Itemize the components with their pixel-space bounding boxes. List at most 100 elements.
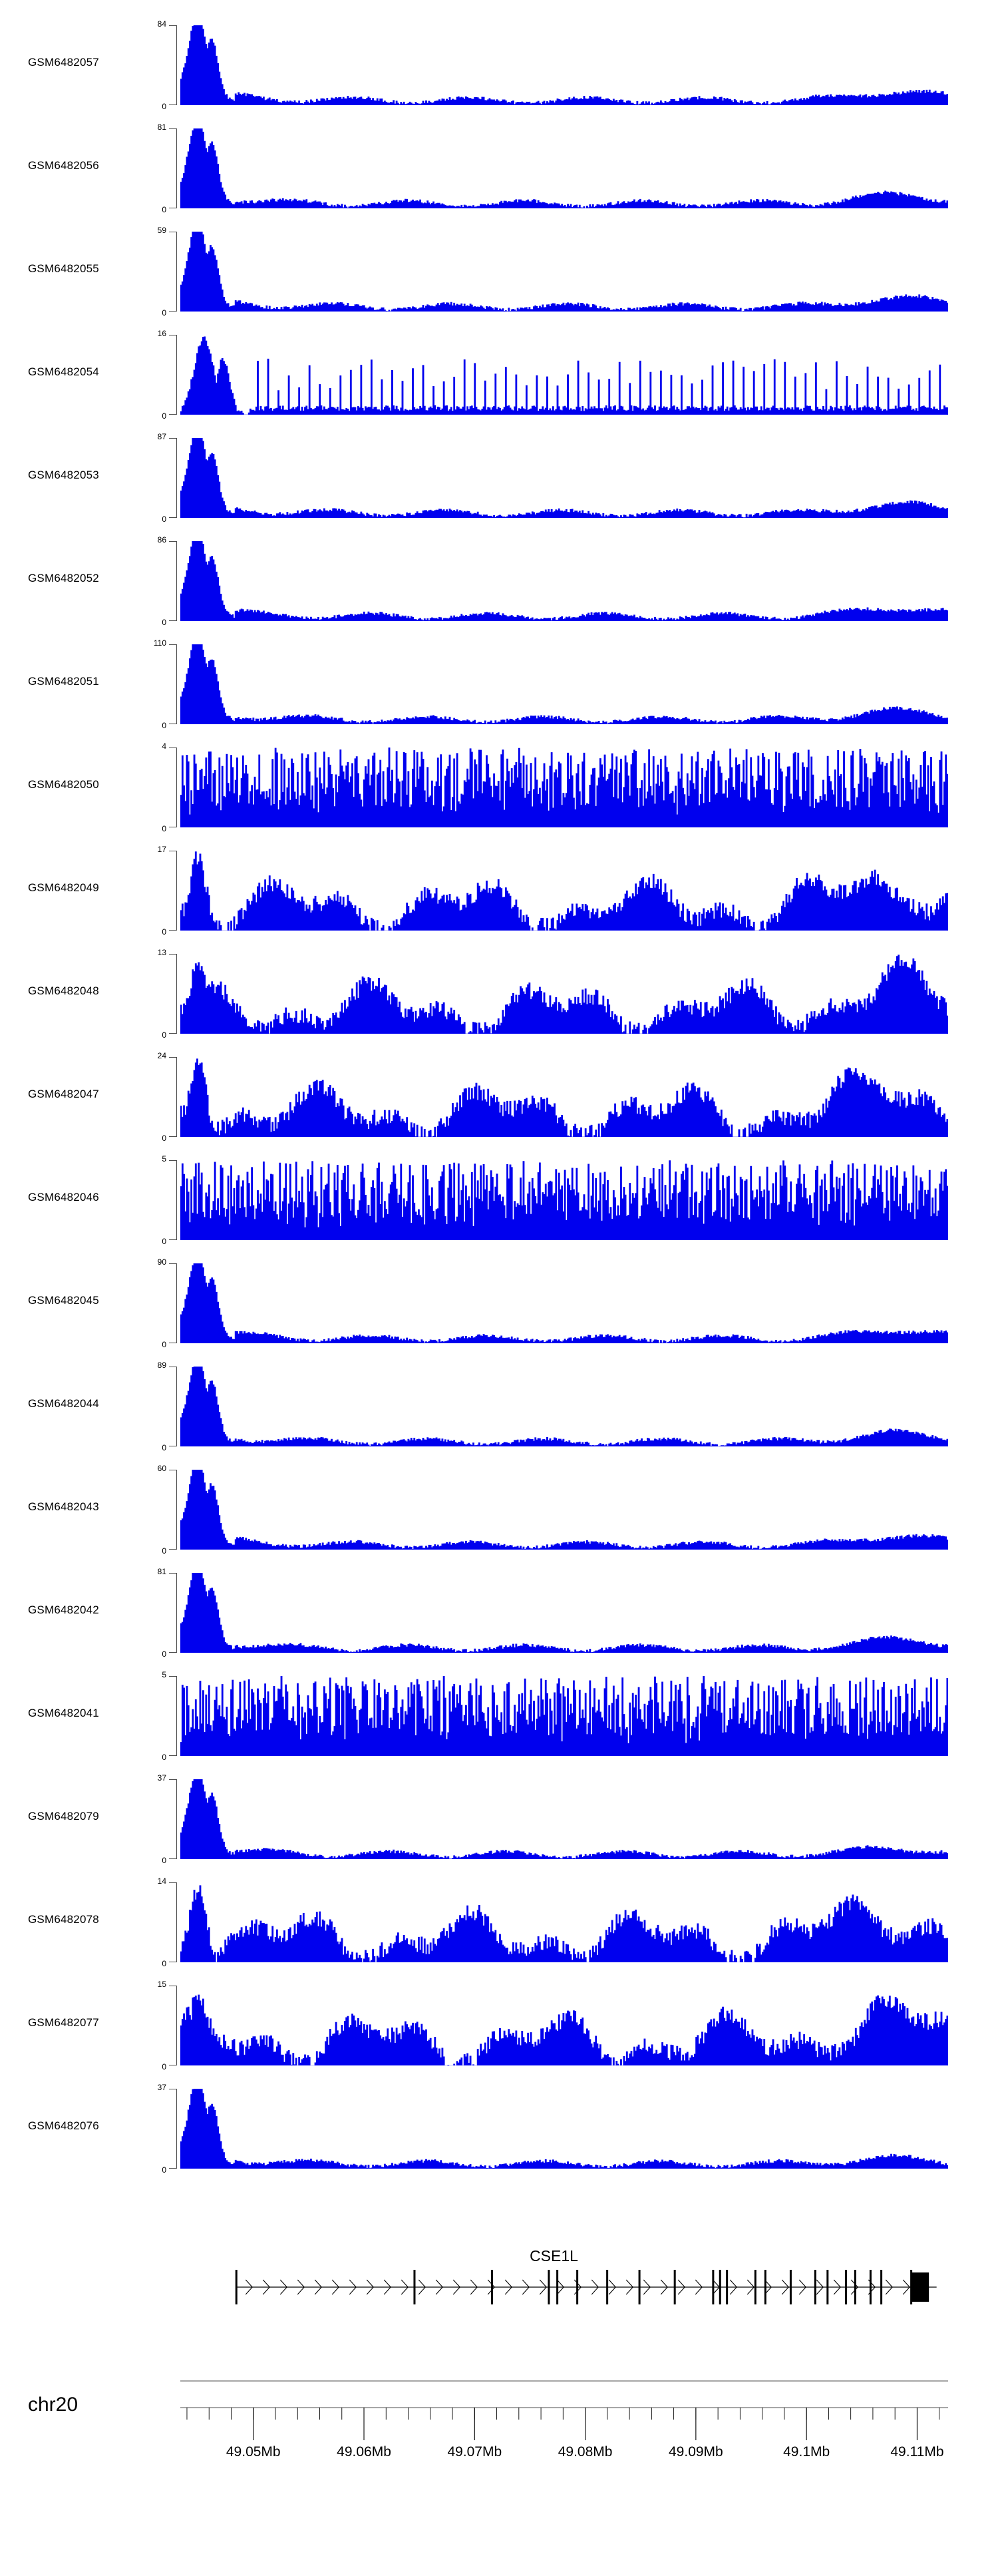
- gene-exon[interactable]: [673, 2270, 676, 2304]
- signal-track[interactable]: GSM6482044 89 0: [0, 1359, 998, 1462]
- signal-track[interactable]: GSM6482056 81 0: [0, 120, 998, 224]
- signal-track[interactable]: GSM6482054 16 0: [0, 327, 998, 430]
- signal-track[interactable]: GSM6482052 86 0: [0, 533, 998, 636]
- signal-track[interactable]: GSM6482076 37 0: [0, 2081, 998, 2184]
- signal-area: [180, 1367, 948, 1446]
- track-signal-plot[interactable]: [180, 1367, 948, 1446]
- track-signal-plot[interactable]: [180, 2089, 948, 2169]
- track-signal-plot[interactable]: [180, 1470, 948, 1550]
- track-signal-plot[interactable]: [180, 644, 948, 724]
- signal-track[interactable]: GSM6482078 14 0: [0, 1874, 998, 1978]
- signal-track[interactable]: GSM6482041 5 0: [0, 1668, 998, 1771]
- y-axis-min-label: 0: [162, 1546, 166, 1556]
- signal-area: [180, 851, 948, 931]
- track-signal-plot[interactable]: [180, 851, 948, 931]
- signal-track[interactable]: GSM6482053 87 0: [0, 430, 998, 533]
- y-axis-spine: [176, 2089, 177, 2169]
- gene-model-svg: [235, 2270, 937, 2304]
- signal-track[interactable]: GSM6482049 17 0: [0, 843, 998, 946]
- gene-exon[interactable]: [726, 2270, 729, 2304]
- gene-annotation-track[interactable]: CSE1L: [0, 2243, 998, 2316]
- signal-area: [180, 1994, 948, 2065]
- track-label-gsm6482049: GSM6482049: [28, 881, 99, 894]
- signal-track[interactable]: GSM6482047 24 0: [0, 1049, 998, 1152]
- gene-exon[interactable]: [491, 2270, 494, 2304]
- track-signal-plot[interactable]: [180, 1573, 948, 1653]
- gene-exon[interactable]: [719, 2270, 721, 2304]
- gene-exon[interactable]: [548, 2270, 550, 2304]
- y-axis-min-label: 0: [162, 1340, 166, 1349]
- y-axis-tick-min: [169, 1858, 177, 1859]
- y-axis-max-label: 24: [157, 1051, 166, 1060]
- y-axis-min-label: 0: [162, 618, 166, 627]
- track-signal-plot[interactable]: [180, 1986, 948, 2065]
- track-signal-plot[interactable]: [180, 335, 948, 415]
- gene-exon[interactable]: [576, 2270, 579, 2304]
- signal-track[interactable]: GSM6482048 13 0: [0, 946, 998, 1049]
- gene-exon[interactable]: [789, 2270, 792, 2304]
- track-signal-plot[interactable]: [180, 128, 948, 208]
- gene-exon[interactable]: [854, 2270, 856, 2304]
- strand-arrow-icon: [383, 2279, 391, 2295]
- strand-arrow-icon: [435, 2279, 443, 2295]
- gene-exon[interactable]: [413, 2270, 416, 2304]
- track-signal-plot[interactable]: [180, 1676, 948, 1756]
- gene-exon[interactable]: [556, 2270, 559, 2304]
- strand-arrow-icon: [591, 2279, 599, 2295]
- y-axis-spine: [176, 851, 177, 931]
- strand-arrow-icon: [470, 2279, 478, 2295]
- y-axis-tick-min: [169, 1239, 177, 1240]
- gene-exon[interactable]: [764, 2270, 766, 2304]
- y-axis-tick-max: [169, 1882, 177, 1883]
- gene-terminal-exon[interactable]: [911, 2272, 929, 2302]
- track-label-gsm6482048: GSM6482048: [28, 984, 99, 997]
- y-axis-tick-min: [169, 1136, 177, 1137]
- y-axis-max-label: 81: [157, 1567, 166, 1576]
- gene-exon[interactable]: [826, 2270, 829, 2304]
- gene-exon[interactable]: [869, 2270, 872, 2304]
- strand-arrow-icon: [314, 2279, 322, 2295]
- gene-exon[interactable]: [880, 2270, 883, 2304]
- signal-track[interactable]: GSM6482057 84 0: [0, 17, 998, 120]
- track-signal-plot[interactable]: [180, 1882, 948, 1962]
- track-signal-plot[interactable]: [180, 438, 948, 518]
- track-signal-plot[interactable]: [180, 1160, 948, 1240]
- y-axis-tick-max: [169, 1160, 177, 1161]
- signal-track[interactable]: GSM6482055 59 0: [0, 224, 998, 327]
- gene-exon[interactable]: [235, 2270, 238, 2304]
- track-signal-plot[interactable]: [180, 1779, 948, 1859]
- signal-track[interactable]: GSM6482079 37 0: [0, 1771, 998, 1874]
- gene-exon[interactable]: [606, 2270, 609, 2304]
- signal-area: [180, 955, 948, 1034]
- signal-track[interactable]: GSM6482051 110 0: [0, 636, 998, 740]
- signal-track[interactable]: GSM6482077 15 0: [0, 1978, 998, 2081]
- y-axis-max-label: 59: [157, 226, 166, 235]
- signal-track[interactable]: GSM6482045 90 0: [0, 1255, 998, 1359]
- strand-arrow-icon: [660, 2279, 668, 2295]
- signal-track[interactable]: GSM6482042 81 0: [0, 1565, 998, 1668]
- gene-exon[interactable]: [754, 2270, 756, 2304]
- gene-exon[interactable]: [845, 2270, 848, 2304]
- track-signal-plot[interactable]: [180, 232, 948, 312]
- track-signal-plot[interactable]: [180, 748, 948, 827]
- track-signal-plot[interactable]: [180, 1057, 948, 1137]
- strand-arrow-icon: [539, 2279, 547, 2295]
- gene-exon[interactable]: [638, 2270, 641, 2304]
- signal-track[interactable]: GSM6482046 5 0: [0, 1152, 998, 1255]
- ruler-tick-label: 49.1Mb: [783, 2444, 830, 2460]
- y-axis-min-label: 0: [162, 1237, 166, 1246]
- gene-exon[interactable]: [712, 2270, 715, 2304]
- strand-arrow-icon: [885, 2279, 893, 2295]
- track-y-axis: 37 0: [154, 2083, 177, 2175]
- track-y-axis: 59 0: [154, 226, 177, 318]
- track-signal-plot[interactable]: [180, 954, 948, 1034]
- track-label-gsm6482052: GSM6482052: [28, 572, 99, 584]
- signal-track[interactable]: GSM6482050 4 0: [0, 740, 998, 843]
- track-signal-plot[interactable]: [180, 541, 948, 621]
- track-label-gsm6482042: GSM6482042: [28, 1604, 99, 1616]
- track-signal-plot[interactable]: [180, 25, 948, 105]
- track-label-gsm6482079: GSM6482079: [28, 1810, 99, 1823]
- signal-track[interactable]: GSM6482043 60 0: [0, 1462, 998, 1565]
- gene-exon[interactable]: [814, 2270, 816, 2304]
- track-signal-plot[interactable]: [180, 1263, 948, 1343]
